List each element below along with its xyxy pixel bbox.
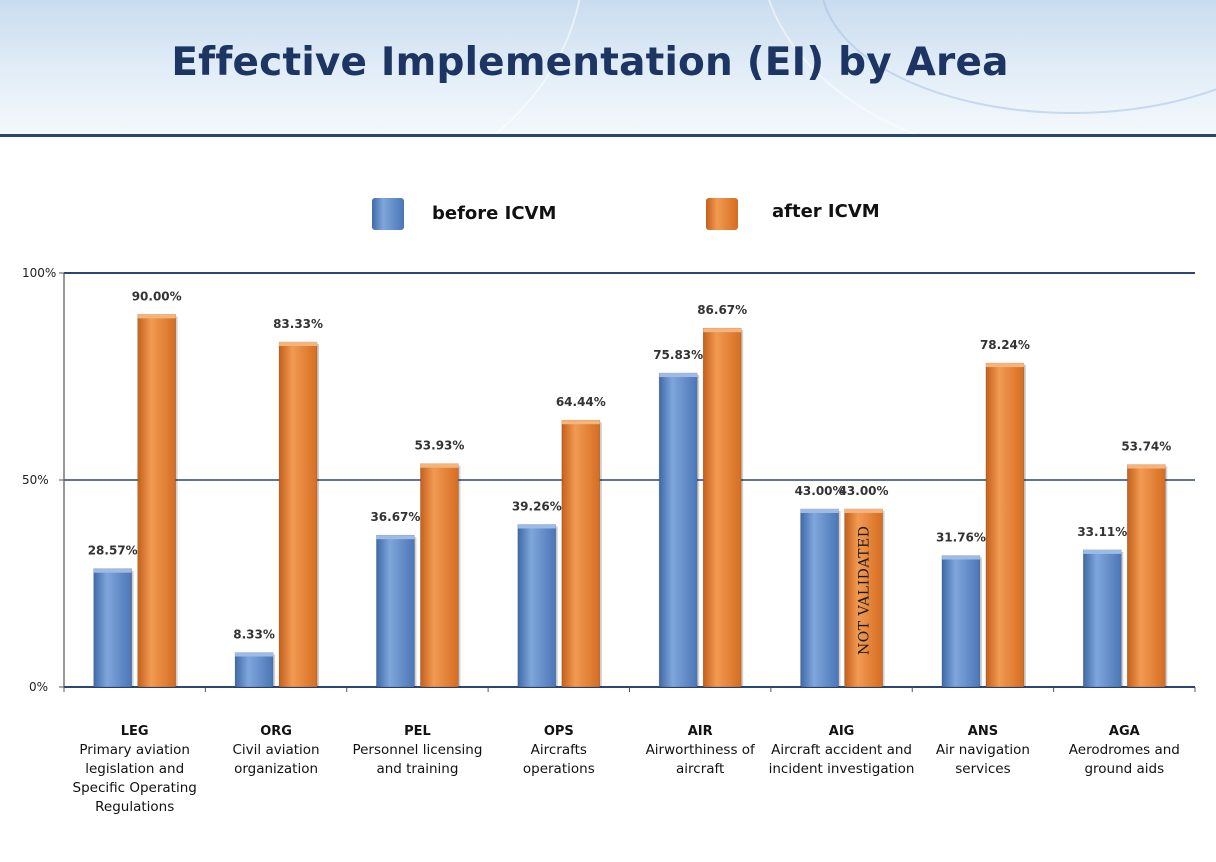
value-label-before-leg: 28.57% <box>88 544 138 558</box>
value-label-after-leg: 90.00% <box>132 289 182 303</box>
value-label-before-ops: 39.26% <box>512 499 562 513</box>
bar-before-aig <box>800 508 839 688</box>
bar-before-ans <box>941 555 981 688</box>
bar-cap <box>1083 549 1122 554</box>
value-label-before-aig: 43.00% <box>795 484 845 498</box>
x-category-code: AGA <box>1109 724 1140 739</box>
bar-cap <box>703 328 742 333</box>
x-category-description: incident investigation <box>769 761 915 777</box>
bar-before-air <box>658 372 698 688</box>
bar-cap <box>985 363 1024 368</box>
x-category-description: legislation and <box>85 761 184 777</box>
x-category-description: operations <box>523 761 595 777</box>
value-label-after-ops: 64.44% <box>556 395 606 409</box>
value-label-after-pel: 53.93% <box>414 439 464 453</box>
bar-after-org <box>278 341 318 688</box>
value-label-after-ans: 78.24% <box>980 338 1030 352</box>
x-category-description: organization <box>234 761 318 777</box>
x-category-code: PEL <box>404 724 431 739</box>
bar-after-aga <box>1127 464 1166 688</box>
y-axis: 100% 50% 0% <box>22 266 56 694</box>
x-category-description: aircraft <box>676 761 724 777</box>
bar-cap <box>1127 464 1166 469</box>
x-axis-labels: LEG Primary aviation legislation and Specif… <box>73 724 1180 815</box>
x-category-description: Air navigation <box>936 742 1030 758</box>
value-label-after-org: 83.33% <box>273 317 323 331</box>
chart-legend: before ICVM after ICVM <box>372 198 880 230</box>
header-divider <box>0 134 1216 137</box>
legend-swatch-after <box>706 198 738 230</box>
x-category-code: OPS <box>544 724 574 739</box>
x-category-description: Airworthiness of <box>646 742 756 758</box>
y-tick-label: 0% <box>29 680 48 694</box>
bar-annotation-not-validated: NOT VALIDATED <box>857 526 873 655</box>
y-tick-label: 50% <box>22 473 49 487</box>
x-category-description: and training <box>376 761 458 777</box>
y-tick-label: 100% <box>22 266 56 280</box>
legend-swatch-before <box>372 198 404 230</box>
legend-label-before: before ICVM <box>432 203 556 224</box>
bar-cap <box>376 535 415 540</box>
bar-cap <box>279 342 318 347</box>
chart-bars <box>93 314 1168 688</box>
value-label-before-ans: 31.76% <box>936 531 986 545</box>
chart-annotations: NOT VALIDATED <box>857 526 873 655</box>
value-label-before-org: 8.33% <box>233 628 275 642</box>
header-banner: Effective Implementation (EI) by Area <box>0 0 1216 135</box>
x-category-description: Specific Operating <box>73 780 197 796</box>
bar-cap <box>659 373 698 378</box>
x-category-code: AIR <box>688 724 713 739</box>
bar-before-org <box>234 652 274 688</box>
bar-cap <box>844 508 883 513</box>
bar-cap <box>420 463 459 468</box>
bar-cap <box>561 420 600 425</box>
bar-after-leg <box>137 314 176 688</box>
value-label-before-air: 75.83% <box>653 348 703 362</box>
value-label-after-aga: 53.74% <box>1121 440 1171 454</box>
bar-before-aga <box>1083 549 1122 688</box>
bar-cap <box>517 524 556 529</box>
bar-cap <box>235 652 274 657</box>
x-category-description: Civil aviation <box>233 742 320 758</box>
x-category-code: LEG <box>121 724 149 739</box>
x-category-description: Regulations <box>95 799 174 815</box>
x-category-description: services <box>955 761 1010 777</box>
x-category-description: Aerodromes and <box>1069 742 1180 758</box>
bar-after-pel <box>420 463 459 688</box>
x-category-code: ORG <box>260 724 292 739</box>
bar-cap <box>941 555 980 560</box>
value-label-after-air: 86.67% <box>697 303 747 317</box>
bar-cap <box>800 508 839 513</box>
x-category-code: AIG <box>829 724 855 739</box>
page-title: Effective Implementation (EI) by Area <box>171 40 1009 85</box>
x-category-code: ANS <box>968 724 998 739</box>
bar-cap <box>93 568 132 573</box>
bar-after-ans <box>985 362 1025 688</box>
bar-after-aig <box>844 508 883 688</box>
bar-before-pel <box>376 534 415 688</box>
bar-after-air <box>702 327 742 688</box>
x-category-description: Aircraft accident and <box>771 742 912 758</box>
bar-after-ops <box>561 419 601 688</box>
chart-value-labels: 28.57% 90.00% 8.33% 83.33% 36.67% 53.93% 39.26… <box>88 289 1172 641</box>
legend-label-after: after ICVM <box>772 201 880 222</box>
x-category-description: Aircrafts <box>531 742 587 758</box>
x-category-description: Primary aviation <box>79 742 190 758</box>
bar-before-ops <box>517 524 557 688</box>
value-label-before-pel: 36.67% <box>370 510 420 524</box>
bar-cap <box>137 314 176 319</box>
value-label-before-aga: 33.11% <box>1077 525 1127 539</box>
x-category-description: Personnel licensing <box>352 742 482 758</box>
x-category-description: ground aids <box>1084 761 1164 777</box>
value-label-after-aig: 43.00% <box>839 484 889 498</box>
bar-before-leg <box>93 568 132 688</box>
